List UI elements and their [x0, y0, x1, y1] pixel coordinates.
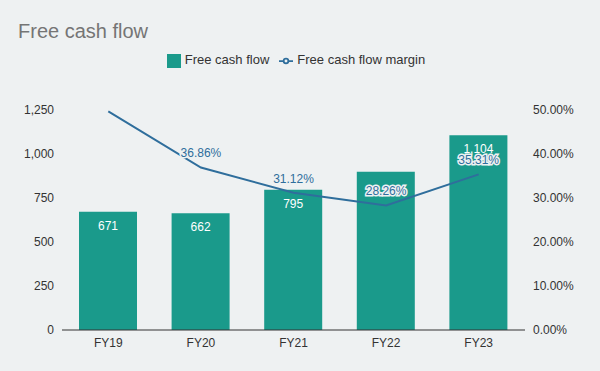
html-text:Free cash flow margin: Free cash flow margin — [297, 52, 426, 67]
svg-text:10.00%: 10.00% — [533, 279, 574, 293]
svg-text:662: 662 — [191, 220, 211, 234]
svg-text:0.00%: 0.00% — [533, 323, 567, 337]
svg-text:1,000: 1,000 — [24, 147, 54, 161]
svg-text:FY20: FY20 — [187, 336, 216, 350]
svg-text:35.31%: 35.31% — [458, 153, 499, 167]
svg-text:FY21: FY21 — [279, 336, 308, 350]
svg-text:30.00%: 30.00% — [533, 191, 574, 205]
svg-text:20.00%: 20.00% — [533, 235, 574, 249]
svg-text:500: 500 — [34, 235, 54, 249]
svg-text:0: 0 — [47, 323, 54, 337]
svg-text:750: 750 — [34, 191, 54, 205]
svg-text:50.00%: 50.00% — [533, 103, 574, 117]
svg-text:36.86%: 36.86% — [181, 146, 222, 160]
svg-text:28.26%: 28.26% — [366, 184, 407, 198]
svg-text:40.00%: 40.00% — [533, 147, 574, 161]
svg-text:250: 250 — [34, 279, 54, 293]
svg-text:31.12%: 31.12% — [273, 172, 314, 186]
html-text:Free cash flow: Free cash flow — [184, 52, 270, 67]
html-text:Free cash flow: Free cash flow — [18, 20, 149, 42]
svg-text:FY23: FY23 — [464, 336, 493, 350]
svg-text:1,250: 1,250 — [24, 103, 54, 117]
svg-text:FY22: FY22 — [372, 336, 401, 350]
svg-text:795: 795 — [283, 197, 303, 211]
svg-text:FY19: FY19 — [94, 336, 123, 350]
svg-text:671: 671 — [98, 219, 118, 233]
svg-text:1,104: 1,104 — [463, 142, 494, 157]
